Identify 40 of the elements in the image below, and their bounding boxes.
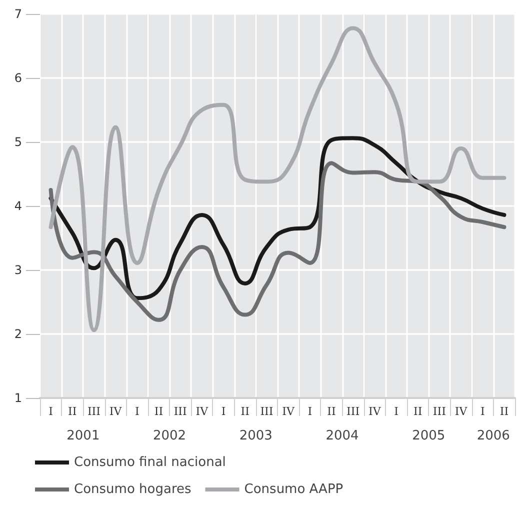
line-series — [48, 26, 506, 332]
x-tick-label: II — [327, 405, 336, 418]
text: 2004 — [326, 428, 359, 444]
x-tick-label: IV — [196, 405, 210, 418]
y-tick-label: 1 — [14, 391, 22, 405]
text: 2003 — [239, 428, 272, 444]
text: 2006 — [476, 428, 510, 444]
y-tick-label: 4 — [14, 199, 22, 213]
x-tick-label: III — [432, 405, 446, 418]
x-tick-label: III — [174, 405, 187, 418]
x-tick-label: III — [346, 405, 360, 418]
x-tick-label: I — [48, 405, 53, 418]
x-tick-label: II — [500, 405, 509, 418]
x-tick-label: II — [68, 405, 77, 418]
x-tick-label: II — [154, 405, 164, 418]
x-tick-label: I — [134, 405, 140, 418]
y-tick-label: 6 — [14, 71, 22, 85]
text: 2002 — [153, 428, 186, 444]
text: 2001 — [66, 428, 100, 444]
x-tick-label: I — [221, 405, 226, 418]
x-tick-label: I — [480, 405, 485, 418]
legend-label: Consumo AAPP — [244, 482, 344, 497]
y-tick-label: 3 — [14, 263, 22, 277]
text: 2005 — [412, 428, 446, 444]
x-tick-label: II — [240, 405, 250, 418]
y-tick-label: 7 — [14, 7, 22, 21]
legend-label: Consumo hogares — [74, 482, 192, 497]
legend-label: Consumo final nacional — [74, 455, 226, 470]
x-tick-label: IV — [368, 405, 382, 418]
x-tick-label: IV — [109, 405, 123, 418]
x-tick-label: III — [87, 405, 100, 418]
y-tick-label: 5 — [14, 135, 22, 149]
x-tick-label: III — [260, 405, 274, 418]
x-tick-label: II — [413, 405, 422, 418]
x-tick-label: I — [394, 405, 398, 418]
y-tick-label: 2 — [14, 327, 22, 341]
line-series — [48, 161, 506, 322]
x-tick-label: I — [308, 405, 312, 418]
x-tick-label: IV — [282, 405, 296, 418]
x-tick-label: IV — [454, 405, 468, 418]
